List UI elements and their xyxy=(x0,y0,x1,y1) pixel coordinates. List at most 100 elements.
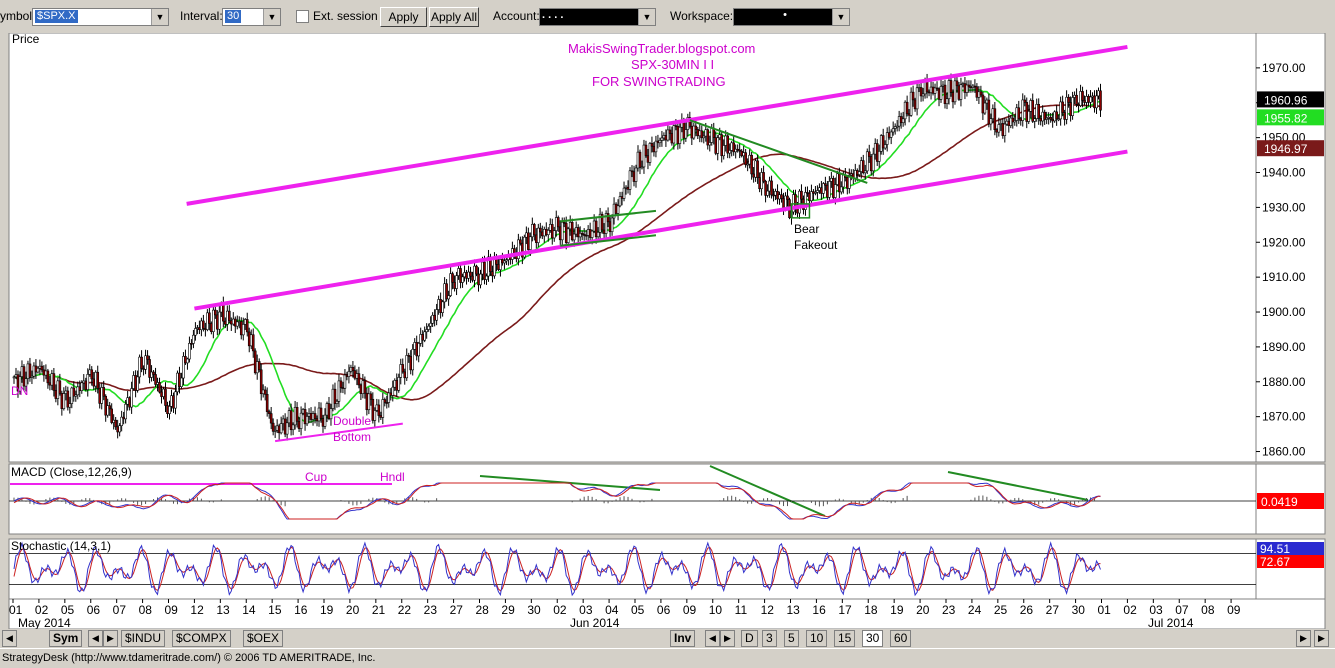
double-bottom-line xyxy=(274,422,403,443)
chevron-down-icon[interactable]: ▼ xyxy=(638,9,655,25)
tab-period-10[interactable]: 10 xyxy=(806,630,828,647)
candle-down xyxy=(1055,111,1058,120)
y-tick-label: 1900.00 xyxy=(1262,305,1306,319)
candle-down xyxy=(339,380,343,388)
interval-combo[interactable]: 30 ▼ xyxy=(222,8,281,26)
candle-down xyxy=(993,108,997,130)
candle-down xyxy=(919,87,923,97)
candle-up xyxy=(1089,96,1092,103)
tab-period-d[interactable]: D xyxy=(741,630,758,647)
nav-prev-icon[interactable]: ◀ xyxy=(705,630,720,647)
last-price-label: 1960.96 xyxy=(1264,93,1308,107)
candle-up xyxy=(877,151,881,162)
candle-down xyxy=(140,356,143,369)
nav-end-icon[interactable]: ▶ xyxy=(1314,630,1329,647)
tab-period-3[interactable]: 3 xyxy=(762,630,777,647)
x-axis-panel xyxy=(8,598,1326,629)
right-scroll-strip[interactable] xyxy=(1325,33,1335,599)
candle-up xyxy=(618,196,622,207)
tab-compx[interactable]: $COMPX xyxy=(172,630,231,647)
stoch-k-bg xyxy=(1257,542,1324,555)
chevron-down-icon[interactable]: ▼ xyxy=(263,9,280,25)
nav-next-icon[interactable]: ▶ xyxy=(1296,630,1311,647)
candle-down xyxy=(469,271,472,277)
candle-up xyxy=(953,80,957,103)
nav-prev-icon[interactable]: ◀ xyxy=(88,630,103,647)
workspace-combo[interactable]: • ▼ xyxy=(733,8,850,26)
title-line-3: FOR SWINGTRADING xyxy=(592,74,726,89)
candle-down xyxy=(576,227,580,238)
candle-up xyxy=(883,144,887,149)
candle-up xyxy=(909,91,913,116)
candle-down xyxy=(630,170,634,173)
candle-up xyxy=(901,118,905,124)
candle-down xyxy=(222,303,225,322)
chevron-down-icon[interactable]: ▼ xyxy=(832,9,849,25)
x-tick-label: 10 xyxy=(709,603,723,617)
candle-up xyxy=(1065,96,1068,120)
y-tick-label: 1870.00 xyxy=(1262,410,1306,424)
candle-down xyxy=(383,399,387,403)
candle-down xyxy=(96,371,100,389)
candle-up xyxy=(299,412,303,429)
apply-all-button[interactable]: Apply All xyxy=(429,7,479,27)
candle-up xyxy=(590,230,594,238)
candle-down xyxy=(806,192,809,194)
candle-down xyxy=(967,84,971,88)
tab-indu[interactable]: $INDU xyxy=(121,630,166,647)
tab-period-30[interactable]: 30 xyxy=(862,630,884,647)
tab-period-15[interactable]: 15 xyxy=(834,630,856,647)
candle-down xyxy=(935,87,939,90)
x-tick-label: 03 xyxy=(579,603,593,617)
symbol-combo[interactable]: $SPX.X ▼ xyxy=(32,8,169,26)
tab-period-5[interactable]: 5 xyxy=(784,630,799,647)
candle-up xyxy=(30,375,34,378)
ext-session-checkbox[interactable] xyxy=(296,10,309,23)
tab-sym[interactable]: Sym xyxy=(49,630,83,647)
candle-down xyxy=(706,129,710,146)
candle-down xyxy=(271,422,275,432)
status-text: StrategyDesk (http://www.tdameritrade.co… xyxy=(2,652,376,664)
chevron-down-icon[interactable]: ▼ xyxy=(151,9,168,25)
candle-up xyxy=(80,382,84,391)
nav-next-icon[interactable]: ▶ xyxy=(103,630,118,647)
candle-down xyxy=(911,91,915,101)
tab-oex[interactable]: $OEX xyxy=(243,630,284,647)
tab-period-60[interactable]: 60 xyxy=(890,630,912,647)
candle-down xyxy=(295,407,299,422)
apply-button[interactable]: Apply xyxy=(380,7,427,27)
candle-up xyxy=(566,228,570,243)
x-tick-label: 27 xyxy=(1046,603,1060,617)
moving-averages xyxy=(13,88,1101,423)
note-0: Bottom xyxy=(333,430,371,444)
candle-up xyxy=(417,343,420,357)
note-1: Fakeout xyxy=(794,238,838,252)
candle-up xyxy=(810,191,813,202)
candle-down xyxy=(786,195,789,200)
ma-slow-label: 1946.97 xyxy=(1264,142,1308,156)
x-tick-label: 08 xyxy=(1201,603,1215,617)
candle-up xyxy=(766,190,769,196)
candle-down xyxy=(377,404,381,416)
candle-up xyxy=(716,137,720,154)
candle-down xyxy=(925,80,929,93)
x-tick-label: 06 xyxy=(87,603,101,617)
account-label: Account: xyxy=(493,9,540,23)
x-tick-label: 14 xyxy=(242,603,256,617)
candle-down xyxy=(459,268,462,283)
x-tick-label: 20 xyxy=(916,603,930,617)
account-combo[interactable]: . . . . ▼ xyxy=(539,8,656,26)
candle-down xyxy=(257,361,261,371)
flag-upper-line xyxy=(560,209,657,223)
candle-up xyxy=(640,166,644,169)
candle-down xyxy=(987,99,991,125)
candle-down xyxy=(638,151,642,168)
tab-inv[interactable]: Inv xyxy=(670,630,696,647)
candle-up xyxy=(848,174,851,189)
nav-next-icon[interactable]: ▶ xyxy=(720,630,735,647)
nav-left-icon[interactable]: ◀ xyxy=(2,630,17,647)
ma-slow-label-bg xyxy=(1257,140,1324,157)
x-tick-label: 29 xyxy=(501,603,515,617)
x-tick-label: 05 xyxy=(631,603,645,617)
bottom-bar: ◀ Sym ◀ ▶ $INDU $COMPX $OEX Inv ◀ ▶ D 3 … xyxy=(0,629,1335,647)
